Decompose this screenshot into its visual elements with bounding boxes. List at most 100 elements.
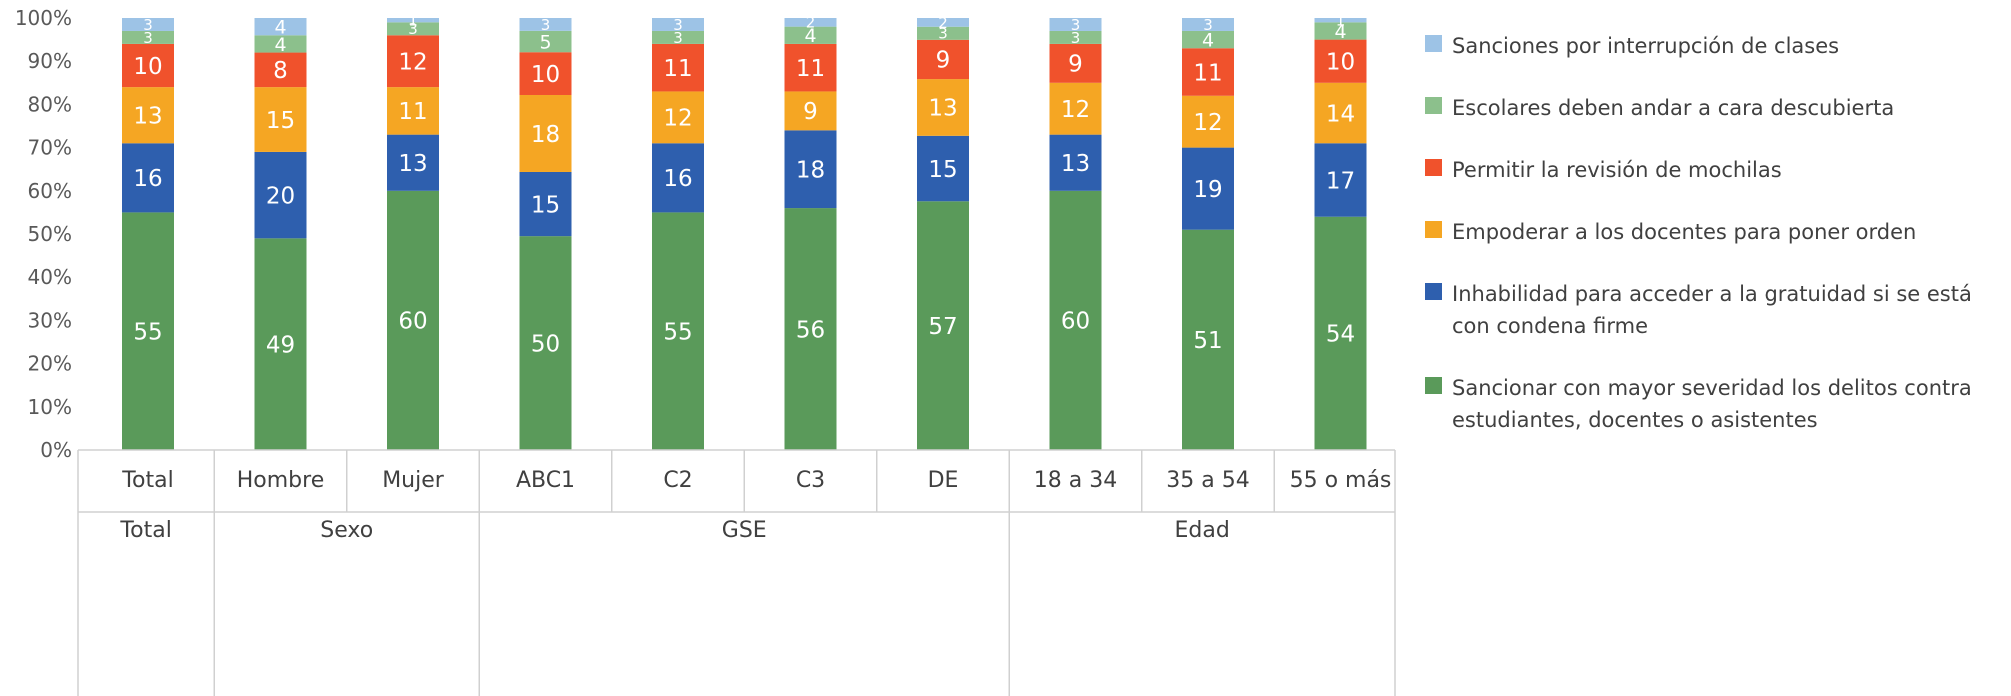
bar-segment: [519, 236, 572, 450]
legend-label: Inhabilidad para acceder a la gratuidad …: [1452, 282, 1972, 338]
legend-item: Escolares deben andar a cara descubierta: [1425, 92, 1995, 124]
bar-segment: [1049, 134, 1102, 191]
bar-segment: [1049, 30, 1102, 44]
data-label: 15: [928, 157, 957, 183]
data-label: 14: [1326, 101, 1355, 127]
bar-segment: [519, 171, 572, 237]
data-label: 3: [1071, 16, 1081, 34]
y-tick-label: 20%: [28, 352, 72, 376]
bar-segment: [917, 39, 969, 80]
data-label: 13: [1061, 151, 1090, 177]
x-tick-label: ABC1: [516, 468, 575, 493]
data-label: 2: [938, 14, 948, 32]
data-label: 9: [803, 99, 818, 125]
data-label: 57: [928, 314, 957, 340]
data-label: 17: [1326, 168, 1355, 194]
data-label: 1: [1336, 12, 1346, 30]
data-label: 9: [936, 48, 951, 74]
data-label: 8: [273, 58, 288, 84]
y-tick-label: 50%: [28, 222, 72, 246]
data-label: 4: [274, 34, 286, 56]
legend-label: Escolares deben andar a cara descubierta: [1452, 96, 1895, 120]
bar-segment: [1182, 48, 1234, 96]
data-label: 3: [408, 20, 418, 38]
bar-segment: [254, 87, 307, 152]
group-label: GSE: [722, 518, 767, 543]
data-label: 12: [1193, 110, 1222, 136]
x-tick-label: DE: [928, 468, 959, 493]
x-tick-label: 35 a 54: [1166, 468, 1249, 493]
bar-segment: [1182, 95, 1234, 148]
data-label: 60: [1061, 309, 1090, 335]
bar-segment: [387, 134, 439, 191]
bar-segment: [652, 91, 704, 144]
group-label: Edad: [1174, 518, 1229, 543]
data-label: 13: [133, 103, 162, 129]
y-tick-label: 90%: [28, 49, 72, 73]
data-label: 54: [1326, 322, 1355, 348]
legend-swatch: [1425, 221, 1442, 238]
data-label: 11: [1193, 60, 1222, 86]
bar-segment: [519, 52, 572, 95]
data-label: 4: [274, 16, 286, 38]
data-label: 19: [1193, 177, 1222, 203]
data-label: 60: [398, 309, 427, 335]
data-label: 13: [928, 96, 957, 122]
legend-label: Sancionar con mayor severidad los delito…: [1452, 376, 1972, 432]
bar-segment: [122, 87, 174, 144]
bar-segment: [387, 87, 439, 135]
legend-item: Inhabilidad para acceder a la gratuidad …: [1425, 278, 1995, 342]
data-label: 4: [804, 25, 816, 47]
y-tick-label: 70%: [28, 136, 72, 160]
legend-swatch: [1425, 283, 1442, 300]
bar-segment: [917, 18, 969, 27]
bar-segment: [122, 18, 174, 31]
y-tick-label: 80%: [28, 92, 72, 116]
y-axis: 0% 10% 20% 30% 40% 50% 60% 70% 80% 90% 100%: [15, 6, 72, 462]
bar-segment: [1182, 229, 1234, 450]
bar-segment: [784, 208, 837, 450]
data-label: 1: [408, 12, 418, 30]
x-tick-label: 55 o más: [1290, 468, 1392, 493]
data-label: 5: [539, 31, 551, 53]
data-label: 56: [796, 317, 825, 343]
bar-segment: [784, 18, 837, 27]
legend-swatch: [1425, 377, 1442, 394]
data-label: 3: [938, 25, 948, 43]
bar-segment: [1182, 30, 1234, 49]
bar-segment: [122, 30, 174, 44]
bar-segment: [1314, 82, 1367, 144]
bars: 5516131033492015844601311123150151810535…: [122, 12, 1367, 451]
bar-segment: [652, 212, 704, 450]
y-tick-label: 100%: [15, 6, 72, 30]
data-label: 3: [143, 29, 153, 47]
data-label: 18: [796, 157, 825, 183]
y-tick-label: 30%: [28, 308, 72, 332]
legend-swatch: [1425, 97, 1442, 114]
legend-item: Sanciones por interrupción de clases: [1425, 30, 1995, 62]
bar-segment: [652, 30, 704, 44]
legend-swatch: [1425, 159, 1442, 176]
data-label: 15: [266, 108, 295, 134]
bar-segment: [917, 79, 969, 136]
data-label: 16: [133, 166, 162, 192]
data-label: 3: [1203, 16, 1213, 34]
data-label: 4: [1202, 29, 1214, 51]
legend-label: Empoderar a los docentes para poner orde…: [1452, 220, 1917, 244]
data-label: 3: [143, 16, 153, 34]
bar-segment: [519, 94, 572, 172]
legend-item: Permitir la revisión de mochilas: [1425, 154, 1995, 186]
bar-segment: [652, 18, 704, 31]
x-tick-label: C2: [663, 468, 692, 493]
data-label: 49: [266, 332, 295, 358]
stacked-bar-chart: 0%10%20%30%40%50%60%70%80%90%100% 551613…: [15, 6, 1396, 696]
group-label: Total: [119, 518, 171, 543]
data-label: 9: [1068, 52, 1083, 78]
bar-segment: [387, 190, 439, 451]
bar-segment: [784, 43, 837, 92]
data-label: 50: [531, 331, 560, 357]
bar-segment: [784, 91, 837, 131]
bar-segment: [1314, 216, 1367, 450]
bar-segment: [784, 26, 837, 44]
bar-segment: [387, 18, 439, 23]
